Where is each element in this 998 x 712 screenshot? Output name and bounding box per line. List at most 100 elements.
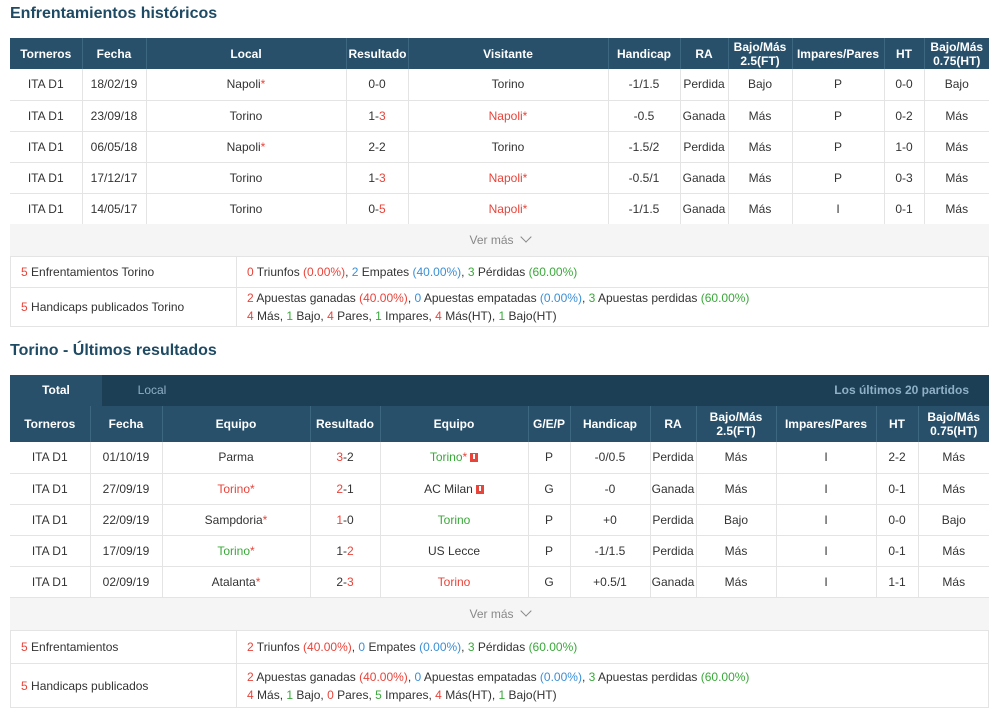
summary-label: 5 Handicaps publicados <box>10 663 237 708</box>
over-under-ht: Bajo <box>924 69 989 101</box>
home-team: Napoli* <box>146 69 347 101</box>
odd-even: I <box>776 473 877 505</box>
league-link[interactable]: ITA D1 <box>10 100 83 132</box>
over-under-ht: Más <box>924 100 989 132</box>
ver-mas-label: Ver más <box>469 607 514 621</box>
team-name: Torino <box>217 543 250 558</box>
score-home: 2 <box>336 481 343 496</box>
team-name: Torino <box>229 108 263 123</box>
summary-label: 5 Handicaps publicados Torino <box>10 287 237 327</box>
away-team: Torino <box>380 504 529 536</box>
league-link[interactable]: ITA D1 <box>10 504 91 536</box>
score-away: 1 <box>347 481 354 496</box>
league-link[interactable]: ITA D1 <box>10 69 83 101</box>
score-separator: - <box>375 139 379 154</box>
col-header: Handicap <box>570 406 651 442</box>
league-link[interactable]: ITA D1 <box>10 566 91 598</box>
odd-even: P <box>792 162 885 194</box>
summary-values: 2 Apuestas ganadas (40.00%), 0 Apuestas … <box>236 287 989 327</box>
away-team: US Lecce <box>380 535 529 567</box>
team-name: Napoli <box>226 77 261 92</box>
ver-mas-button[interactable]: Ver más <box>10 598 989 630</box>
handicap: -1.5/2 <box>608 131 681 163</box>
team-name: AC Milan <box>424 481 473 496</box>
score-home: 2 <box>336 574 343 589</box>
handicap: -0.5/1 <box>608 162 681 194</box>
star-marker: * <box>260 139 266 154</box>
over-under-ht: Más <box>924 131 989 163</box>
score-separator: - <box>343 481 347 496</box>
score-away: 3 <box>379 108 386 123</box>
home-team: Torino* <box>162 473 311 505</box>
table-row: ITA D1 02/09/19 Atalanta* 2-3 Torino G +0.5/1 G… <box>10 566 989 598</box>
match-date: 22/09/19 <box>90 504 163 536</box>
team-name: Torino <box>437 512 471 527</box>
col-header: G/E/P <box>528 406 571 442</box>
score-home: 1 <box>336 543 343 558</box>
handicap: -1/1.5 <box>570 535 651 567</box>
table-row: ITA D1 06/05/18 Napoli* 2-2 Torino -1.5/2 Perd… <box>10 131 989 163</box>
ra-result: Ganada <box>680 162 729 194</box>
half-time-score: 0-0 <box>884 69 925 101</box>
star-marker: * <box>255 574 261 589</box>
match-score: 1-2 <box>310 535 381 567</box>
match-score: 2-2 <box>346 131 409 163</box>
half-time-score: 0-2 <box>884 100 925 132</box>
star-marker: * <box>250 481 255 496</box>
recent-summary: 5 Enfrentamientos 2 Triunfos (40.00%), 0… <box>10 630 989 708</box>
over-under-ht: Más <box>918 473 989 505</box>
col-header: Equipo <box>380 406 529 442</box>
away-team: Torino <box>408 131 609 163</box>
league-link[interactable]: ITA D1 <box>10 131 83 163</box>
score-separator: - <box>343 574 347 589</box>
col-header: Bajo/Más 0.75(HT) <box>918 406 989 442</box>
league-link[interactable]: ITA D1 <box>10 535 91 567</box>
star-marker: * <box>262 512 268 527</box>
col-header: Bajo/Más 0.75(HT) <box>924 38 989 69</box>
score-home: 2 <box>368 139 375 154</box>
odd-even: I <box>776 504 877 536</box>
league-link[interactable]: ITA D1 <box>10 442 91 474</box>
team-name: Torino <box>229 170 263 185</box>
table-row: ITA D1 18/02/19 Napoli* 0-0 Torino -1/1.5 Perd… <box>10 69 989 101</box>
handicap: +0 <box>570 504 651 536</box>
handicap: -0 <box>570 473 651 505</box>
team-name: Napoli <box>488 201 523 216</box>
tab-total[interactable]: Total <box>10 375 102 406</box>
team-name: Torino <box>429 450 463 465</box>
team-name: Torino <box>229 201 263 216</box>
h2h-header-row: Torneros Fecha Local Resultado Visitante… <box>10 38 989 69</box>
away-team: Napoli* <box>408 100 609 132</box>
away-team: Torino* <box>380 442 529 474</box>
league-link[interactable]: ITA D1 <box>10 162 83 194</box>
half-time-score: 1-1 <box>876 566 919 598</box>
over-under-ft: Bajo <box>696 504 777 536</box>
away-team: Torino <box>380 566 529 598</box>
odd-even: P <box>792 69 885 101</box>
match-date: 02/09/19 <box>90 566 163 598</box>
odd-even: I <box>776 535 877 567</box>
col-header: HT <box>884 38 925 69</box>
away-team: AC Milan <box>380 473 529 505</box>
match-score: 0-5 <box>346 193 409 225</box>
team-name: Torino <box>491 77 525 92</box>
league-link[interactable]: ITA D1 <box>10 193 83 225</box>
ra-result: Ganada <box>650 473 697 505</box>
league-link[interactable]: ITA D1 <box>10 473 91 505</box>
odd-even: I <box>776 442 877 474</box>
ver-mas-button[interactable]: Ver más <box>10 224 989 256</box>
win-draw-loss: P <box>528 442 571 474</box>
home-team: Torino <box>146 193 347 225</box>
tab-local[interactable]: Local <box>137 383 167 397</box>
col-header: Resultado <box>346 38 409 69</box>
last-matches-selector[interactable]: Los últimos 20 partidos <box>834 383 969 397</box>
recent-tab-bar: Total Local Los últimos 20 partidos <box>10 375 989 406</box>
match-score: 2-1 <box>310 473 381 505</box>
match-date: 01/10/19 <box>90 442 163 474</box>
star-marker: * <box>462 450 468 465</box>
score-separator: - <box>343 512 347 527</box>
table-row: ITA D1 22/09/19 Sampdoria* 1-0 Torino P +0 Perd… <box>10 504 989 536</box>
over-under-ft: Más <box>696 473 777 505</box>
over-under-ft: Más <box>728 131 793 163</box>
recent-header-row: Torneros Fecha Equipo Resultado Equipo G… <box>10 406 989 442</box>
